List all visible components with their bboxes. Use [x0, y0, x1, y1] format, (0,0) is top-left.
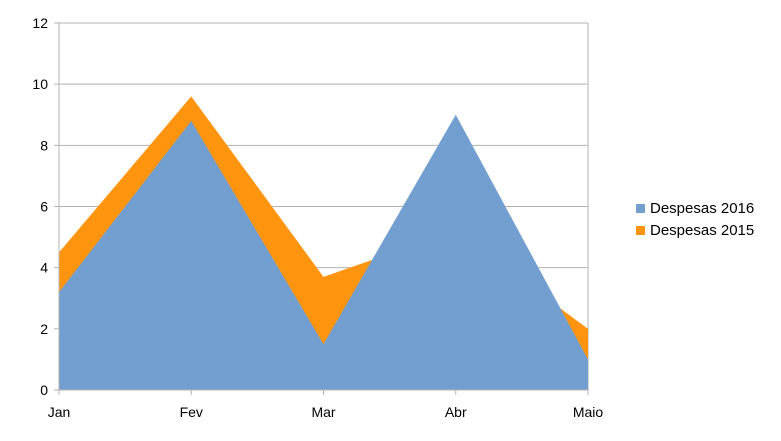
legend-swatch-despesas-2015	[636, 225, 645, 235]
y-tick-label: 8	[40, 137, 48, 153]
y-tick-label: 12	[32, 15, 48, 31]
x-tick-label: Abr	[445, 404, 467, 420]
x-tick-labels: Jan Fev Mar Abr Maio	[48, 404, 604, 420]
axes	[54, 22, 589, 395]
legend-item-despesas-2016: Despesas 2016	[636, 197, 754, 219]
x-tick-label: Jan	[48, 404, 71, 420]
area-series	[59, 96, 588, 391]
y-tick-label: 2	[40, 321, 48, 337]
y-tick-label: 6	[40, 199, 48, 215]
legend: Despesas 2016 Despesas 2015	[636, 197, 754, 241]
area-despesas-2016	[59, 114, 588, 390]
y-tick-label: 4	[40, 260, 48, 276]
x-tick-label: Mar	[311, 404, 335, 420]
y-tick-label: 0	[40, 382, 48, 398]
legend-swatch-despesas-2016	[636, 203, 645, 213]
y-tick-labels: 0 2 4 6 8 10 12	[32, 15, 48, 398]
legend-label-despesas-2016: Despesas 2016	[650, 199, 755, 217]
x-tick-label: Maio	[573, 404, 604, 420]
legend-item-despesas-2015: Despesas 2015	[636, 219, 754, 241]
y-tick-label: 10	[32, 76, 48, 92]
legend-label-despesas-2015: Despesas 2015	[650, 221, 755, 239]
x-tick-label: Fev	[180, 404, 203, 420]
